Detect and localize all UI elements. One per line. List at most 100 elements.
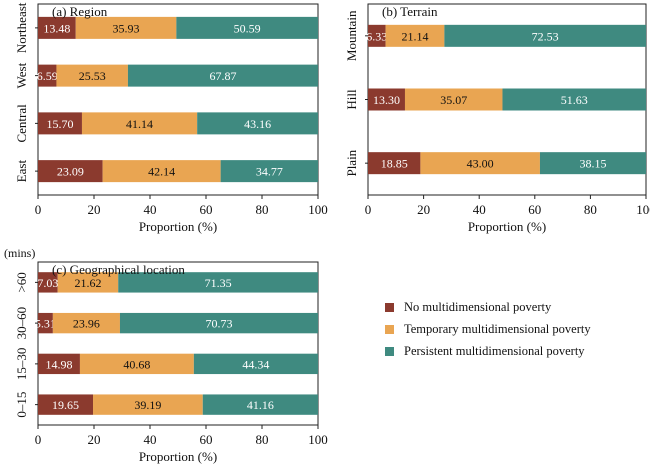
data-label: 40.68 xyxy=(123,357,150,371)
x-tick-label: 20 xyxy=(88,432,101,447)
category-label: Northeast xyxy=(14,2,29,53)
category-label: 15–30 xyxy=(14,348,29,381)
legend: No multidimensional poverty Temporary mu… xyxy=(385,296,591,362)
x-tick-label: 20 xyxy=(88,202,101,217)
panel-title: (b) Terrain xyxy=(382,4,438,19)
category-label: Mountain xyxy=(344,10,359,61)
panel-title: (c) Geographical location xyxy=(52,262,185,277)
bar-segment xyxy=(420,152,540,175)
data-label: 70.73 xyxy=(205,317,232,331)
bar-segment xyxy=(38,394,94,415)
x-tick-label: 80 xyxy=(256,202,269,217)
data-label: 43.16 xyxy=(244,117,271,131)
legend-swatch-temporary-poverty xyxy=(385,324,394,334)
x-tick-label: 60 xyxy=(200,202,213,217)
bar-segment xyxy=(368,24,386,47)
data-label: 44.34 xyxy=(242,357,269,371)
data-label: 35.07 xyxy=(440,93,467,107)
data-label: 13.48 xyxy=(43,21,70,35)
bar-segment xyxy=(502,88,646,111)
legend-swatch-no-poverty xyxy=(385,302,394,312)
chart-panel-0: 13.48 35.93 50.59 Northeast 6.59 25.53 67.87 We… xyxy=(14,2,328,234)
bar-segment xyxy=(93,394,203,415)
bar-segment xyxy=(368,88,405,111)
data-label: 5.31 xyxy=(35,317,56,331)
legend-swatch-persistent-poverty xyxy=(385,346,394,356)
bar-segment xyxy=(52,312,120,334)
category-label: 0–15 xyxy=(14,392,29,418)
legend-label-temporary-poverty: Temporary multidimensional poverty xyxy=(404,321,591,336)
x-tick-label: 60 xyxy=(200,432,213,447)
bar-segment xyxy=(197,112,318,135)
bar-segment xyxy=(38,16,76,39)
bar-segment xyxy=(38,112,82,135)
x-tick-label: 0 xyxy=(365,202,372,217)
x-tick-label: 100 xyxy=(308,202,328,217)
bar-segment xyxy=(102,160,221,183)
data-label: 19.65 xyxy=(52,398,79,412)
data-label: 51.63 xyxy=(561,93,588,107)
data-label: 21.62 xyxy=(74,276,101,290)
data-label: 38.15 xyxy=(579,157,606,171)
data-label: 7.03 xyxy=(37,276,58,290)
data-label: 14.98 xyxy=(45,357,72,371)
bar-segment xyxy=(38,160,103,183)
category-label: East xyxy=(14,160,29,183)
bar-segment xyxy=(38,312,53,334)
x-axis-label: Proportion (%) xyxy=(468,219,546,234)
bar-segment xyxy=(385,24,445,47)
x-tick-label: 40 xyxy=(144,432,157,447)
legend-item-no-poverty: No multidimensional poverty xyxy=(385,296,591,318)
x-tick-label: 20 xyxy=(417,202,430,217)
data-label: 15.70 xyxy=(46,117,73,131)
bar-segment xyxy=(404,88,503,111)
chart-panel-2: 7.03 21.62 71.35 >60 5.31 23.96 70.73 30–60 14.9… xyxy=(4,246,328,464)
bar-segment xyxy=(38,64,57,87)
x-tick-label: 60 xyxy=(528,202,541,217)
x-tick-label: 80 xyxy=(256,432,269,447)
data-label: 13.30 xyxy=(373,93,400,107)
bar-segment xyxy=(38,353,80,375)
legend-item-temporary-poverty: Temporary multidimensional poverty xyxy=(385,318,591,340)
category-label: 30–60 xyxy=(14,307,29,340)
data-label: 35.93 xyxy=(113,21,140,35)
data-label: 41.16 xyxy=(247,398,274,412)
bar-segment xyxy=(202,394,318,415)
x-tick-label: 40 xyxy=(473,202,486,217)
data-label: 21.14 xyxy=(401,29,428,43)
plot-frame xyxy=(37,261,319,426)
data-label: 43.00 xyxy=(467,157,494,171)
data-label: 23.96 xyxy=(73,317,100,331)
bar-segment xyxy=(119,312,319,334)
bar-segment xyxy=(79,353,194,375)
bar-segment xyxy=(193,353,318,375)
bar-segment xyxy=(38,272,58,293)
bar-segment xyxy=(81,112,198,135)
data-label: 39.19 xyxy=(134,398,161,412)
data-label: 6.59 xyxy=(37,69,58,83)
x-tick-label: 0 xyxy=(35,202,42,217)
data-label: 23.09 xyxy=(57,165,84,179)
legend-item-persistent-poverty: Persistent multidimensional poverty xyxy=(385,340,591,362)
bar-segment xyxy=(75,16,177,39)
bar-segment xyxy=(368,152,421,175)
data-label: 42.14 xyxy=(148,165,175,179)
data-label: 6.33 xyxy=(366,29,387,43)
x-tick-label: 0 xyxy=(35,432,42,447)
bar-segment xyxy=(444,24,646,47)
bar-segment xyxy=(56,64,128,87)
x-tick-label: 100 xyxy=(636,202,650,217)
plot-frame xyxy=(37,3,319,196)
data-label: 18.85 xyxy=(381,157,408,171)
category-label: Plain xyxy=(344,149,359,176)
bar-segment xyxy=(176,16,318,39)
data-label: 25.53 xyxy=(79,69,106,83)
data-label: 71.35 xyxy=(205,276,232,290)
data-label: 50.59 xyxy=(234,21,261,35)
category-label: Hill xyxy=(344,89,359,110)
category-label: West xyxy=(14,62,29,88)
bar-segment xyxy=(118,272,318,293)
chart-panel-1: 6.33 21.14 72.53 Mountain 13.30 35.07 51.63 Hil… xyxy=(344,3,650,234)
x-tick-label: 40 xyxy=(144,202,157,217)
